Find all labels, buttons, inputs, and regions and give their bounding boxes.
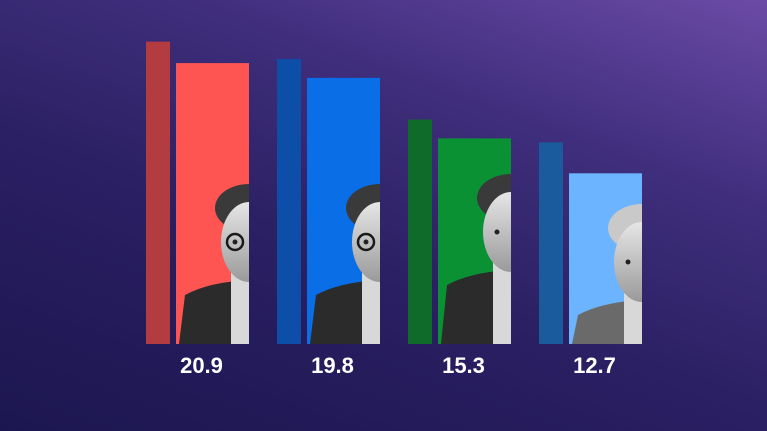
- bar-previous-2: [277, 59, 301, 345]
- portrait-1: [179, 184, 249, 344]
- value-label-1: 20.9: [180, 353, 223, 378]
- value-label-4: 12.7: [573, 353, 616, 378]
- value-label-3: 15.3: [442, 353, 485, 378]
- portrait-2: [310, 184, 380, 344]
- bar-previous-3: [408, 119, 432, 344]
- bar-previous-4: [539, 142, 563, 344]
- value-label-2: 19.8: [311, 353, 354, 378]
- portrait-3: [441, 174, 511, 344]
- portrait-4: [572, 204, 642, 344]
- bar-previous-1: [146, 41, 170, 344]
